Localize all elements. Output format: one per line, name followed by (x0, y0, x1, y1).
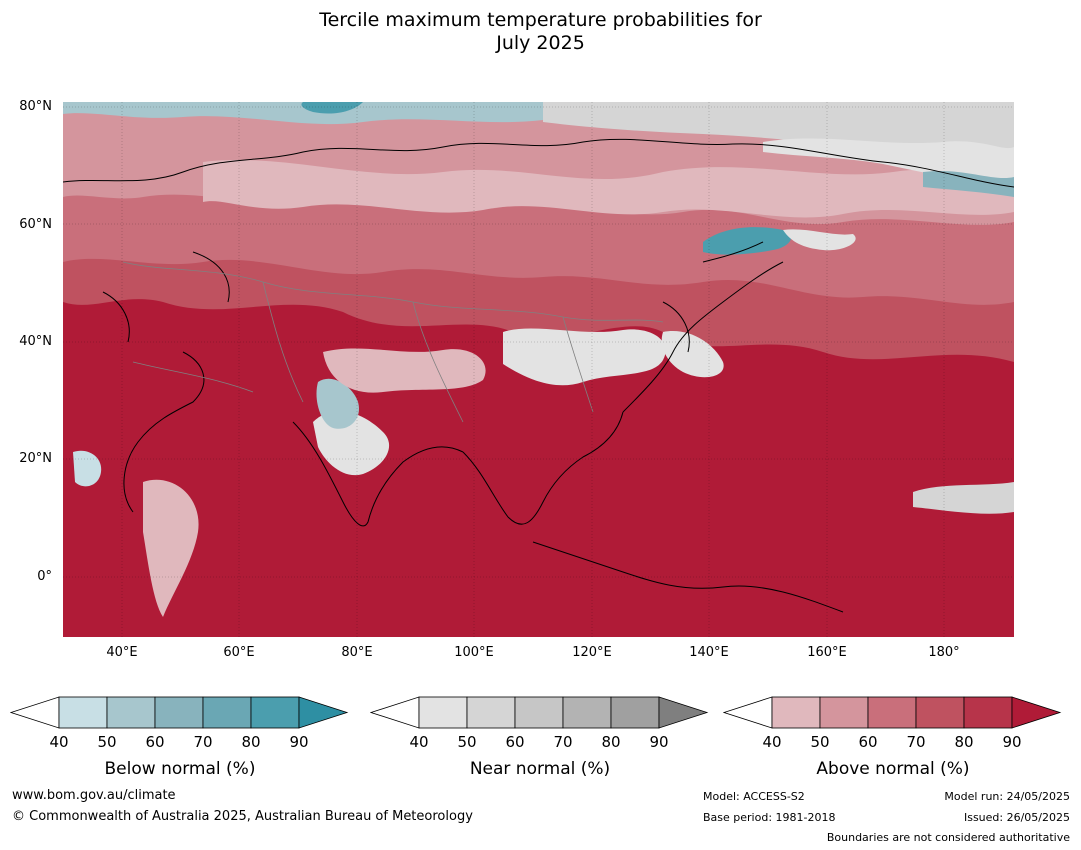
colorbar-above-seg (819, 696, 869, 729)
title-line-1: Tercile maximum temperature probabilitie… (319, 9, 762, 31)
tick: 60 (145, 733, 165, 751)
boundaries-note: Boundaries are not considered authoritat… (826, 831, 1070, 844)
tick: 70 (906, 733, 926, 751)
colorbar-below-seg (106, 696, 156, 729)
colorbar-near-seg (466, 696, 516, 729)
colorbar-below-seg (154, 696, 204, 729)
tick: 80 (241, 733, 261, 751)
lon-label-180: 180° (928, 645, 960, 660)
tick: 60 (858, 733, 878, 751)
tick: 50 (457, 733, 477, 751)
china-near-normal (503, 328, 666, 386)
tick: 80 (601, 733, 621, 751)
lat-label-60n: 60°N (19, 217, 52, 232)
colorbar-below-under (10, 696, 60, 729)
lat-label-20n: 20°N (19, 451, 52, 466)
colorbar-near-seg (514, 696, 564, 729)
colorbar-near-seg (418, 696, 468, 729)
lon-label-100e: 100°E (454, 645, 494, 660)
tick: 40 (409, 733, 429, 751)
colorbar-near-seg (610, 696, 660, 729)
arctic-near-normal (543, 102, 1014, 182)
colorbar-near-label: Near normal (%) (469, 759, 611, 779)
tick: 40 (49, 733, 69, 751)
colorbar-below (10, 696, 349, 729)
africa-light (143, 479, 199, 617)
colorbar-below-over (298, 696, 349, 729)
bering-below (923, 170, 1014, 197)
colorbar-above-seg (915, 696, 965, 729)
colorbar-near-seg (562, 696, 612, 729)
colorbar-above-seg (963, 696, 1013, 729)
tick: 70 (553, 733, 573, 751)
tick: 90 (649, 733, 669, 751)
colorbar-above (723, 696, 1062, 729)
tick: 50 (97, 733, 117, 751)
colorbar-above-seg (867, 696, 917, 729)
colorbar-above-seg (771, 696, 821, 729)
arctic-below-normal (63, 102, 543, 125)
tick: 60 (505, 733, 525, 751)
lon-label-40e: 40°E (106, 645, 138, 660)
chart-title: Tercile maximum temperature probabilitie… (0, 9, 1081, 55)
tick: 50 (810, 733, 830, 751)
colorbar-below-seg (58, 696, 108, 729)
tick: 90 (1002, 733, 1022, 751)
copyright-text: © Commonwealth of Australia 2025, Austra… (12, 809, 473, 824)
lon-label-120e: 120°E (572, 645, 612, 660)
probability-map (63, 102, 1014, 637)
india-below-normal (316, 378, 359, 429)
colorbar-above-under (723, 696, 773, 729)
coastlines (63, 138, 1014, 613)
tick: 70 (193, 733, 213, 751)
japan-near (661, 331, 724, 378)
pacific-near (913, 482, 1014, 514)
title-line-2: July 2025 (496, 32, 585, 54)
colorbar-below-seg (202, 696, 252, 729)
model-text: Model: ACCESS-S2 (703, 790, 805, 803)
gridlines (63, 102, 1014, 637)
base-period-text: Base period: 1981-2018 (703, 811, 836, 824)
north-band-40 (203, 159, 1014, 218)
lon-label-160e: 160°E (807, 645, 847, 660)
colorbar-above-over (1011, 696, 1062, 729)
colorbar-below-seg (250, 696, 300, 729)
website-link[interactable]: www.bom.gov.au/climate (12, 788, 176, 803)
colorbar-near-under (370, 696, 420, 729)
colorbar-near-over (658, 696, 709, 729)
tibet-light (323, 348, 486, 393)
arabia-below (73, 450, 102, 487)
lon-label-140e: 140°E (689, 645, 729, 660)
tick: 40 (762, 733, 782, 751)
colorbar-below-label: Below normal (%) (104, 759, 256, 779)
colorbar-above-label: Above normal (%) (816, 759, 970, 779)
colorbar-near (370, 696, 709, 729)
lat-label-0: 0° (37, 569, 52, 584)
borders (122, 261, 664, 423)
arctic-below-normal-strong (301, 102, 363, 114)
tick: 90 (289, 733, 309, 751)
lat-label-80n: 80°N (19, 99, 52, 114)
lat-label-40n: 40°N (19, 334, 52, 349)
model-run-text: Model run: 24/05/2025 (944, 790, 1070, 803)
lon-label-60e: 60°E (223, 645, 255, 660)
lon-label-80e: 80°E (341, 645, 373, 660)
issued-text: Issued: 26/05/2025 (963, 811, 1070, 824)
okhotsk-near (783, 229, 856, 251)
tick: 80 (954, 733, 974, 751)
okhotsk-below (703, 227, 792, 255)
